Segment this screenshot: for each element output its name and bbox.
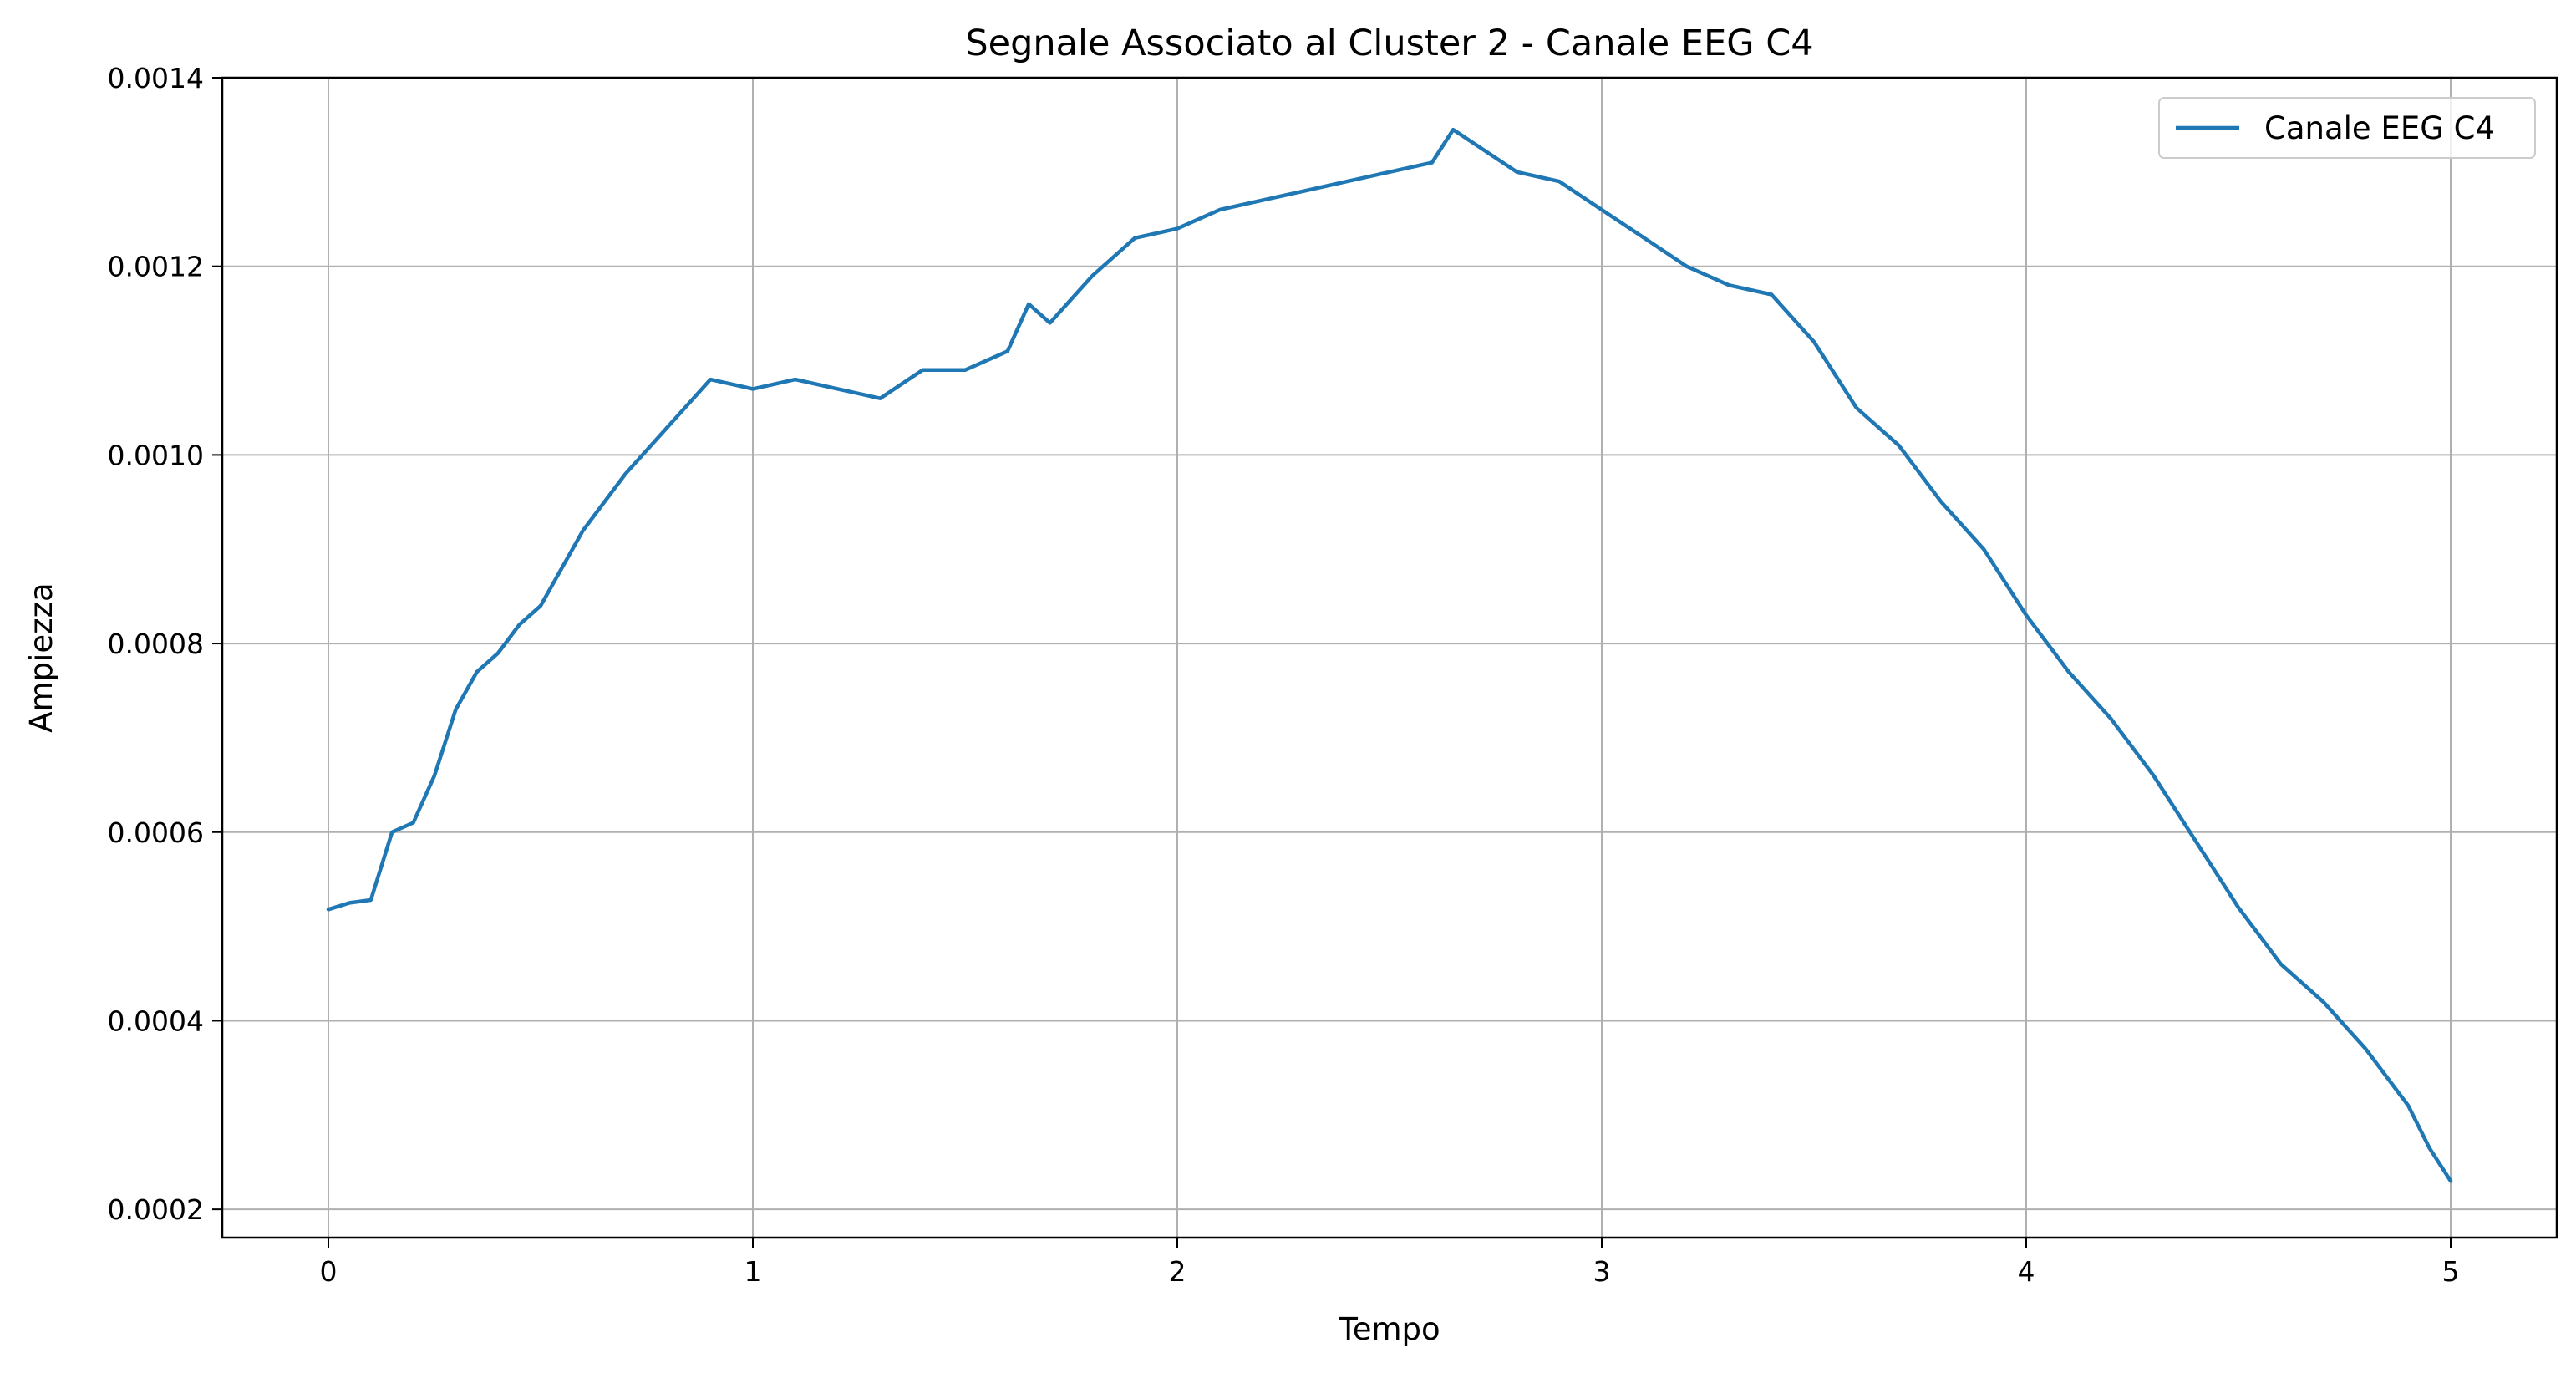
y-tick-label: 0.0004 [108,1004,204,1037]
chart-title: Segnale Associato al Cluster 2 - Canale … [965,23,1813,64]
x-tick-label: 1 [744,1255,762,1288]
x-tick-label: 3 [1593,1255,1611,1288]
series-line-0 [326,127,2453,1183]
y-tick-label: 0.0002 [108,1193,204,1226]
x-tick-label: 4 [2018,1255,2035,1288]
plot-frame [221,76,2558,1239]
legend-label: Canale EEG C4 [2264,110,2495,146]
series-layer [326,127,2453,1183]
y-tick-label: 0.0014 [108,62,204,94]
grid [222,77,2557,1238]
y-tick-label: 0.0010 [108,439,204,471]
legend: Canale EEG C4 [2158,97,2536,159]
x-tick-label: 0 [320,1255,338,1288]
plot-area [222,78,2557,1238]
x-tick-label: 5 [2442,1255,2460,1288]
y-tick-label: 0.0012 [108,251,204,283]
legend-box [2158,97,2536,159]
y-tick-label: 0.0008 [108,628,204,660]
y-axis-label: Ampiezza [23,582,59,732]
x-tick-label: 2 [1169,1255,1186,1288]
y-tick-label: 0.0006 [108,816,204,849]
x-ticks: 0 1 2 3 4 5 [320,1238,2460,1288]
y-ticks: 0.0002 0.0004 0.0006 0.0008 0.0010 0.0012 0.00… [108,62,222,1226]
x-axis-label: Tempo [1338,1311,1440,1347]
